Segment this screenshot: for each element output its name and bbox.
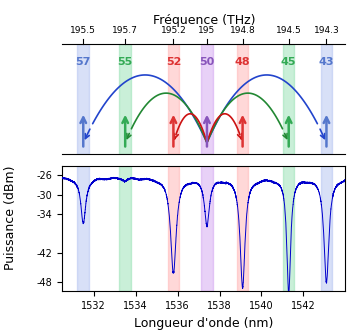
- Bar: [201, 44, 213, 154]
- Text: 45: 45: [281, 57, 297, 67]
- Bar: [168, 44, 179, 154]
- Bar: [168, 165, 179, 291]
- Text: 48: 48: [235, 57, 250, 67]
- Bar: [237, 44, 248, 154]
- Bar: [201, 165, 213, 291]
- Bar: [119, 165, 131, 291]
- Text: 195: 195: [198, 26, 216, 35]
- Text: 52: 52: [166, 57, 181, 67]
- Text: 195.5: 195.5: [70, 26, 96, 35]
- Text: 55: 55: [117, 57, 133, 67]
- Text: 50: 50: [199, 57, 215, 67]
- Bar: [321, 44, 332, 154]
- X-axis label: Longueur d'onde (nm): Longueur d'onde (nm): [134, 317, 273, 330]
- Text: 194.3: 194.3: [314, 26, 339, 35]
- Text: 194.5: 194.5: [276, 26, 302, 35]
- Bar: [119, 44, 131, 154]
- Text: 195.2: 195.2: [161, 26, 186, 35]
- Bar: [237, 165, 248, 291]
- Text: Puissance (dBm): Puissance (dBm): [4, 165, 17, 270]
- Bar: [78, 165, 89, 291]
- Text: 195.7: 195.7: [112, 26, 138, 35]
- Bar: [283, 165, 294, 291]
- Text: 43: 43: [319, 57, 334, 67]
- Title: Fréquence (THz): Fréquence (THz): [153, 14, 255, 27]
- Text: 57: 57: [75, 57, 91, 67]
- Bar: [321, 165, 332, 291]
- Bar: [283, 44, 294, 154]
- Text: 194.8: 194.8: [230, 26, 256, 35]
- Bar: [78, 44, 89, 154]
